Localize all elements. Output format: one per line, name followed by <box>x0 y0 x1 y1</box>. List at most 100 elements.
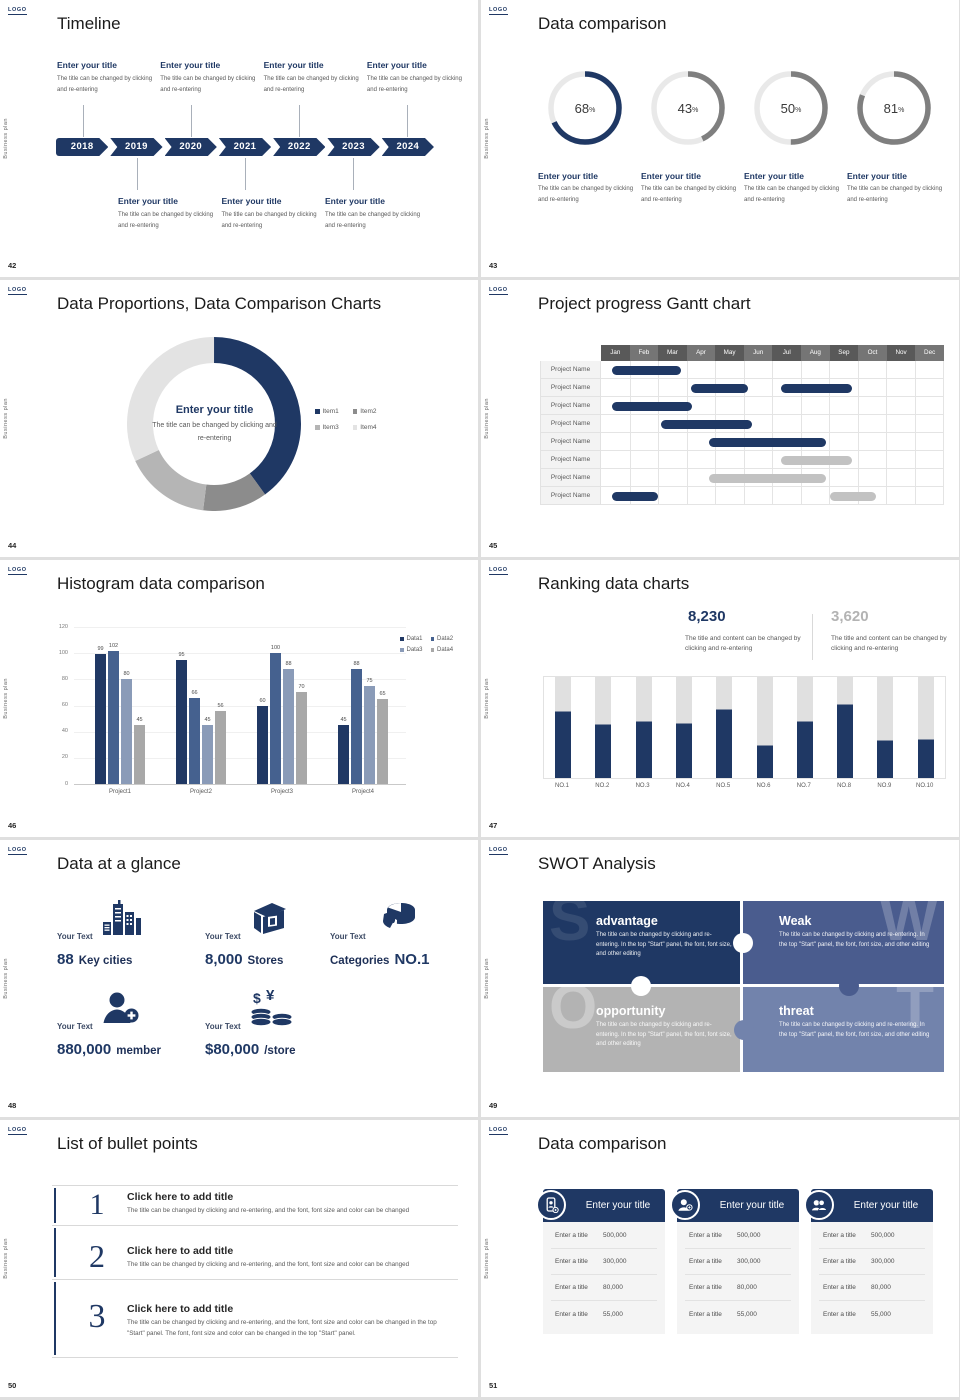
glance-item-label: Your Text <box>57 932 93 941</box>
x-axis-category-label: Project4 <box>351 789 374 795</box>
bar-value-label: 60 <box>259 697 266 704</box>
slide-48-data-at-a-glance[interactable]: LOGO Business plan Data at a glance Your… <box>0 840 478 1117</box>
y-axis-tick-label: 20 <box>61 754 68 761</box>
slide-47-ranking-chart[interactable]: LOGO Business plan Ranking data charts 8… <box>481 560 959 837</box>
card-data-row: Enter a title 500,000 <box>819 1223 925 1249</box>
slide-45-gantt-chart[interactable]: LOGO Business plan Project progress Gant… <box>481 280 959 557</box>
gantt-bar <box>830 491 877 501</box>
gantt-gridline <box>743 451 745 468</box>
card-row-label: Enter a title <box>689 1284 722 1291</box>
gantt-gridline <box>914 433 916 450</box>
slide-44-donut-chart[interactable]: LOGO Business plan Data Proportions, Dat… <box>0 280 478 557</box>
gantt-gridline <box>914 415 916 432</box>
gantt-gridline <box>743 361 745 378</box>
legend-item: Data4 <box>430 647 453 653</box>
card-data-row: Enter a title 55,000 <box>819 1301 925 1327</box>
swot-quadrant-body: The title can be changed by clicking and… <box>779 932 930 948</box>
timeline-item-title: Enter your title <box>221 196 282 206</box>
timeline-item: Enter your title The title can be changed… <box>57 60 155 96</box>
gantt-row-label: Project Name <box>540 361 601 379</box>
gantt-bar <box>709 437 827 447</box>
card-body: Enter a title 500,000 Enter a title 300,000… <box>677 1222 799 1334</box>
gantt-row: Project Name <box>540 415 944 433</box>
donut-center-text: Enter your title The title can be changed… <box>147 404 282 445</box>
gantt-month-header: Mar <box>658 345 687 361</box>
donut-center-body: The title can be changed by clicking and… <box>152 422 277 442</box>
gantt-bar <box>780 455 852 465</box>
x-axis-category-label: NO.2 <box>595 783 610 789</box>
slide-title: List of bullet points <box>57 1134 198 1153</box>
list-item-number: 2 <box>89 1238 105 1274</box>
ranking-bar <box>756 677 773 778</box>
legend-swatch <box>352 409 358 414</box>
city-icon <box>101 897 143 944</box>
swot-quadrant-title: Weak <box>779 914 812 928</box>
legend-item: Item1 <box>315 408 339 415</box>
swot-quadrant-text: advantage The title can be changed by cli… <box>596 914 734 960</box>
gantt-gridline <box>743 397 745 414</box>
swot-puzzle-knob <box>839 976 859 996</box>
timeline-item-title: Enter your title <box>325 196 385 206</box>
gantt-gridline <box>658 487 659 504</box>
page-number: 43 <box>489 261 498 270</box>
x-axis-category-label: NO.8 <box>837 783 852 789</box>
comparison-card: Enter your title Enter a title 500,000 Ente… <box>536 1189 665 1334</box>
swot-quadrant-title: advantage <box>596 914 658 928</box>
gantt-chart: Jan Feb Mar Apr May Jun Jul Aug Sep Oct Nov Dec Proj… <box>481 280 959 557</box>
timeline-connector <box>137 158 138 190</box>
glance-item-head: Your Text <box>205 898 289 944</box>
swot-quadrant-title: threat <box>779 1004 814 1018</box>
timeline-item: Enter your title The title can be changed… <box>118 196 216 232</box>
x-axis-category-label: NO.9 <box>877 783 892 789</box>
list-item-number: 3 <box>88 1298 106 1335</box>
card-header: Enter your title <box>804 1189 933 1222</box>
card-row-value: 300,000 <box>737 1258 761 1265</box>
slide-46-histogram[interactable]: LOGO Business plan Histogram data compar… <box>0 560 478 837</box>
gantt-row-label: Project Name <box>540 379 601 397</box>
ring-chart: 50% <box>752 69 830 147</box>
users-icon <box>804 1190 834 1220</box>
logo: LOGO <box>8 287 27 295</box>
slide-42-timeline[interactable]: LOGO Business plan Timeline 2018 2019 2020… <box>0 0 478 277</box>
bar-value-label: 102 <box>108 642 119 649</box>
bar-value-label: 88 <box>285 660 292 667</box>
slide-50-bullet-list[interactable]: LOGO Business plan List of bullet points… <box>0 1120 478 1397</box>
card-data-row: Enter a title 500,000 <box>685 1223 791 1249</box>
gantt-gridline <box>686 361 688 378</box>
x-axis-category-label: NO.4 <box>675 783 690 789</box>
logo: LOGO <box>8 7 27 15</box>
card-row-label: Enter a title <box>689 1232 722 1239</box>
gantt-gridline <box>829 415 830 432</box>
ring-item-title: Enter your title <box>538 171 598 181</box>
timeline-connector <box>407 105 408 137</box>
glance-value-part: member <box>116 1045 161 1057</box>
card-row-value: 55,000 <box>737 1310 757 1318</box>
gantt-row: Project Name <box>540 487 944 505</box>
slide-43-data-comparison-rings[interactable]: LOGO Business plan Data comparison 68% En… <box>481 0 959 277</box>
gantt-gridline <box>658 469 659 486</box>
list-end-divider <box>52 1357 458 1358</box>
gantt-gridline <box>886 433 887 450</box>
logo: LOGO <box>489 567 508 575</box>
gantt-bar <box>612 491 658 501</box>
card-row-label: Enter a title <box>555 1232 588 1239</box>
slide-51-data-comparison-cards[interactable]: LOGO Business plan Data comparison Enter… <box>481 1120 959 1397</box>
gantt-gridline <box>772 361 773 378</box>
legend-swatch <box>430 648 435 652</box>
legend-label: Item3 <box>322 424 339 431</box>
glance-item-head: Your Text <box>57 988 161 1034</box>
card-row-label: Enter a title <box>555 1258 588 1265</box>
gantt-gridline <box>800 361 802 378</box>
x-axis-category-label: NO.10 <box>916 783 934 789</box>
gantt-gridline <box>800 487 802 504</box>
timeline-year: 2018 <box>56 138 108 156</box>
histogram-bar <box>296 692 307 784</box>
glance-value-part: Key cities <box>78 955 133 967</box>
card-title: Enter your title <box>719 1200 785 1211</box>
gantt-bar <box>612 365 681 375</box>
card-row-value: 300,000 <box>603 1258 627 1265</box>
gantt-gridline <box>914 469 916 486</box>
y-axis-tick-label: 100 <box>58 649 68 656</box>
